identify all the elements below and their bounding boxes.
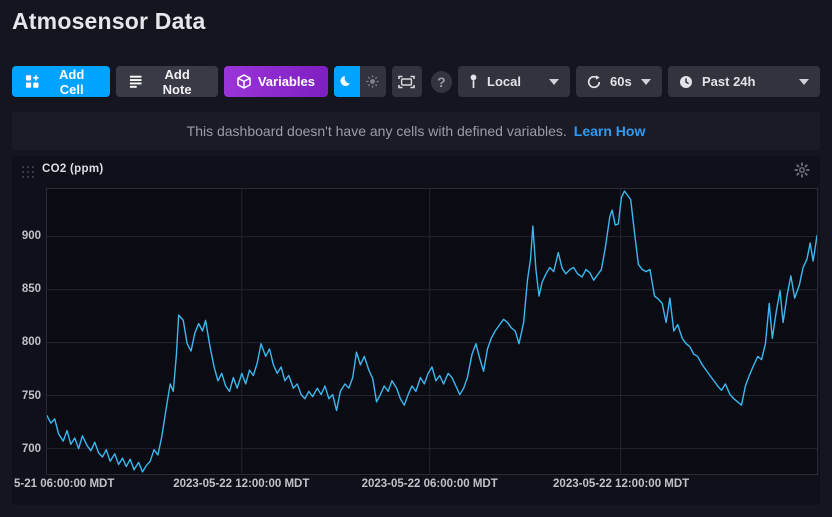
x-tick-label: 5-21 06:00:00 MDT bbox=[14, 478, 115, 490]
timezone-value: Local bbox=[487, 74, 521, 89]
refresh-arrows-icon bbox=[587, 74, 601, 88]
y-tick-label: 850 bbox=[21, 282, 41, 295]
time-range-value: Past 24h bbox=[702, 74, 756, 89]
cell-title: CO2 (ppm) bbox=[42, 163, 104, 175]
presentation-mode-button[interactable] bbox=[391, 66, 422, 97]
y-tick-label: 750 bbox=[21, 389, 41, 402]
presentation-frame-icon bbox=[398, 75, 416, 88]
grid-plus-icon bbox=[25, 75, 39, 88]
variables-button[interactable]: Variables bbox=[223, 66, 328, 97]
variables-notice-banner: This dashboard doesn't have any cells wi… bbox=[12, 112, 820, 150]
variables-notice-text: This dashboard doesn't have any cells wi… bbox=[186, 123, 567, 139]
time-range-dropdown[interactable]: Past 24h bbox=[668, 66, 820, 97]
chevron-down-icon bbox=[549, 78, 559, 85]
y-tick-label: 700 bbox=[21, 442, 41, 455]
refresh-interval-dropdown[interactable]: 60s bbox=[576, 66, 662, 97]
add-note-label: Add Note bbox=[162, 66, 192, 97]
add-cell-label: Add Cell bbox=[59, 66, 85, 97]
theme-toggle bbox=[333, 66, 386, 97]
learn-how-link[interactable]: Learn How bbox=[573, 123, 646, 139]
note-lines-icon bbox=[129, 75, 142, 88]
cell-co2-panel: CO2 (ppm) 700 750 800 850 900 5-21 06:0 bbox=[12, 156, 820, 505]
question-mark-icon: ? bbox=[437, 73, 446, 90]
chevron-down-icon bbox=[799, 78, 809, 85]
y-tick-label: 800 bbox=[21, 336, 41, 349]
clock-icon bbox=[680, 75, 692, 88]
gear-icon[interactable] bbox=[794, 162, 810, 178]
dashboard-toolbar: Add Cell Add Note Variables bbox=[12, 66, 820, 97]
cell-header: CO2 (ppm) bbox=[12, 156, 820, 186]
variables-label: Variables bbox=[257, 74, 315, 89]
moon-icon bbox=[341, 76, 351, 86]
sun-icon bbox=[366, 75, 380, 88]
x-tick-label: 2023-05-22 12:00:00 MDT bbox=[553, 478, 690, 490]
toolbar-right-group: Local 60s Past 24h bbox=[458, 66, 820, 97]
x-tick-label: 2023-05-22 06:00:00 MDT bbox=[361, 478, 498, 490]
drag-handle-dots[interactable] bbox=[21, 165, 35, 179]
dark-mode-toggle[interactable] bbox=[333, 66, 360, 97]
refresh-interval-value: 60s bbox=[610, 74, 632, 89]
x-tick-label: 2023-05-22 12:00:00 MDT bbox=[173, 478, 310, 490]
timezone-dropdown[interactable]: Local bbox=[458, 66, 570, 97]
chevron-down-icon bbox=[641, 78, 651, 85]
co2-line-chart[interactable] bbox=[46, 188, 818, 475]
help-button[interactable]: ? bbox=[430, 70, 452, 93]
y-tick-label: 900 bbox=[21, 229, 41, 242]
light-mode-toggle[interactable] bbox=[360, 66, 386, 97]
co2-series-line bbox=[47, 191, 817, 472]
add-cell-button[interactable]: Add Cell bbox=[12, 66, 110, 97]
add-note-button[interactable]: Add Note bbox=[115, 66, 218, 97]
cube-icon bbox=[237, 74, 251, 89]
map-pin-icon bbox=[470, 74, 477, 88]
page-title: Atmosensor Data bbox=[12, 8, 206, 34]
